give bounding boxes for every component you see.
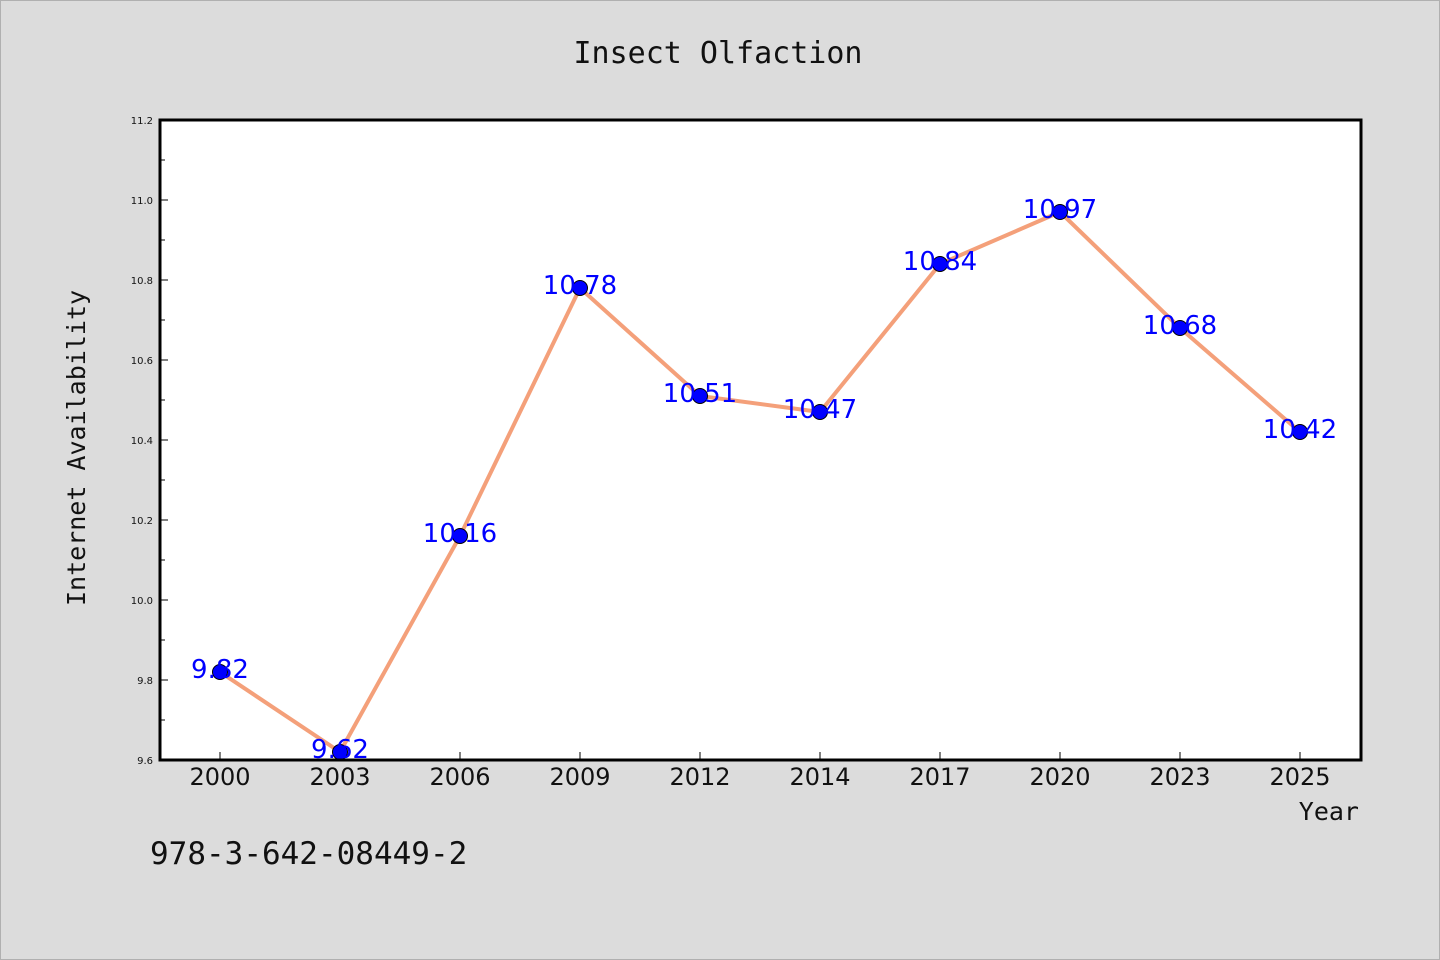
chart-title: Insect Olfaction [574,36,863,71]
data-point [812,404,828,420]
x-tick-label: 2003 [309,763,370,791]
data-label: 10.68 [1143,311,1217,341]
y-tick-label: 11.2 [131,116,153,127]
y-tick-label: 10.2 [131,516,153,527]
data-point [1172,320,1188,336]
x-tick-label: 2020 [1029,763,1090,791]
data-point [692,388,708,404]
series-layer [212,204,1308,760]
y-tick-label: 10.8 [131,276,153,287]
y-tick-label: 10.6 [131,356,153,367]
data-label: 10.78 [543,271,617,301]
data-point [452,528,468,544]
data-label: 10.97 [1023,195,1097,225]
series-line [218,210,1302,754]
x-tick-label: 2025 [1269,763,1330,791]
data-label: 10.51 [663,379,737,409]
plot-border [158,118,1363,762]
x-axis-label: Year [1299,797,1359,826]
plot-area [160,120,1361,760]
data-label: 10.84 [903,247,977,277]
y-tick-label: 11.0 [131,196,153,207]
y-tick-label: 10.4 [131,436,153,447]
data-point [1292,424,1308,440]
x-tick-labels: 2000 2003 2006 2009 2012 2014 2017 2020 2023 2025 [189,763,1330,791]
x-tick-label: 2023 [1149,763,1210,791]
data-label: 10.47 [783,395,857,425]
x-tick-label: 2012 [669,763,730,791]
isbn-footer: 978-3-642-08449-2 [150,836,467,872]
y-axis-label: Internet Availability [62,290,91,606]
data-label: 10.42 [1263,415,1337,445]
y-tick-labels: 9.6 9.8 10.0 10.2 10.4 10.6 10.8 11.0 11.2 [131,116,153,767]
data-point [1052,204,1068,220]
y-tick-label: 9.8 [137,676,153,687]
y-tick-label: 10.0 [131,596,153,607]
x-tick-label: 2017 [909,763,970,791]
data-point [932,256,948,272]
x-tick-label: 2014 [789,763,850,791]
x-tick-label: 2006 [429,763,490,791]
data-label: 10.16 [423,519,497,549]
x-tick-label: 2009 [549,763,610,791]
data-point [212,664,228,680]
y-tick-label: 9.6 [137,756,153,767]
x-tick-label: 2000 [189,763,250,791]
data-labels: 9.829.6210.1610.7810.5110.4710.8410.9710… [191,195,1337,765]
data-point [572,280,588,296]
data-label: 9.82 [191,655,249,685]
